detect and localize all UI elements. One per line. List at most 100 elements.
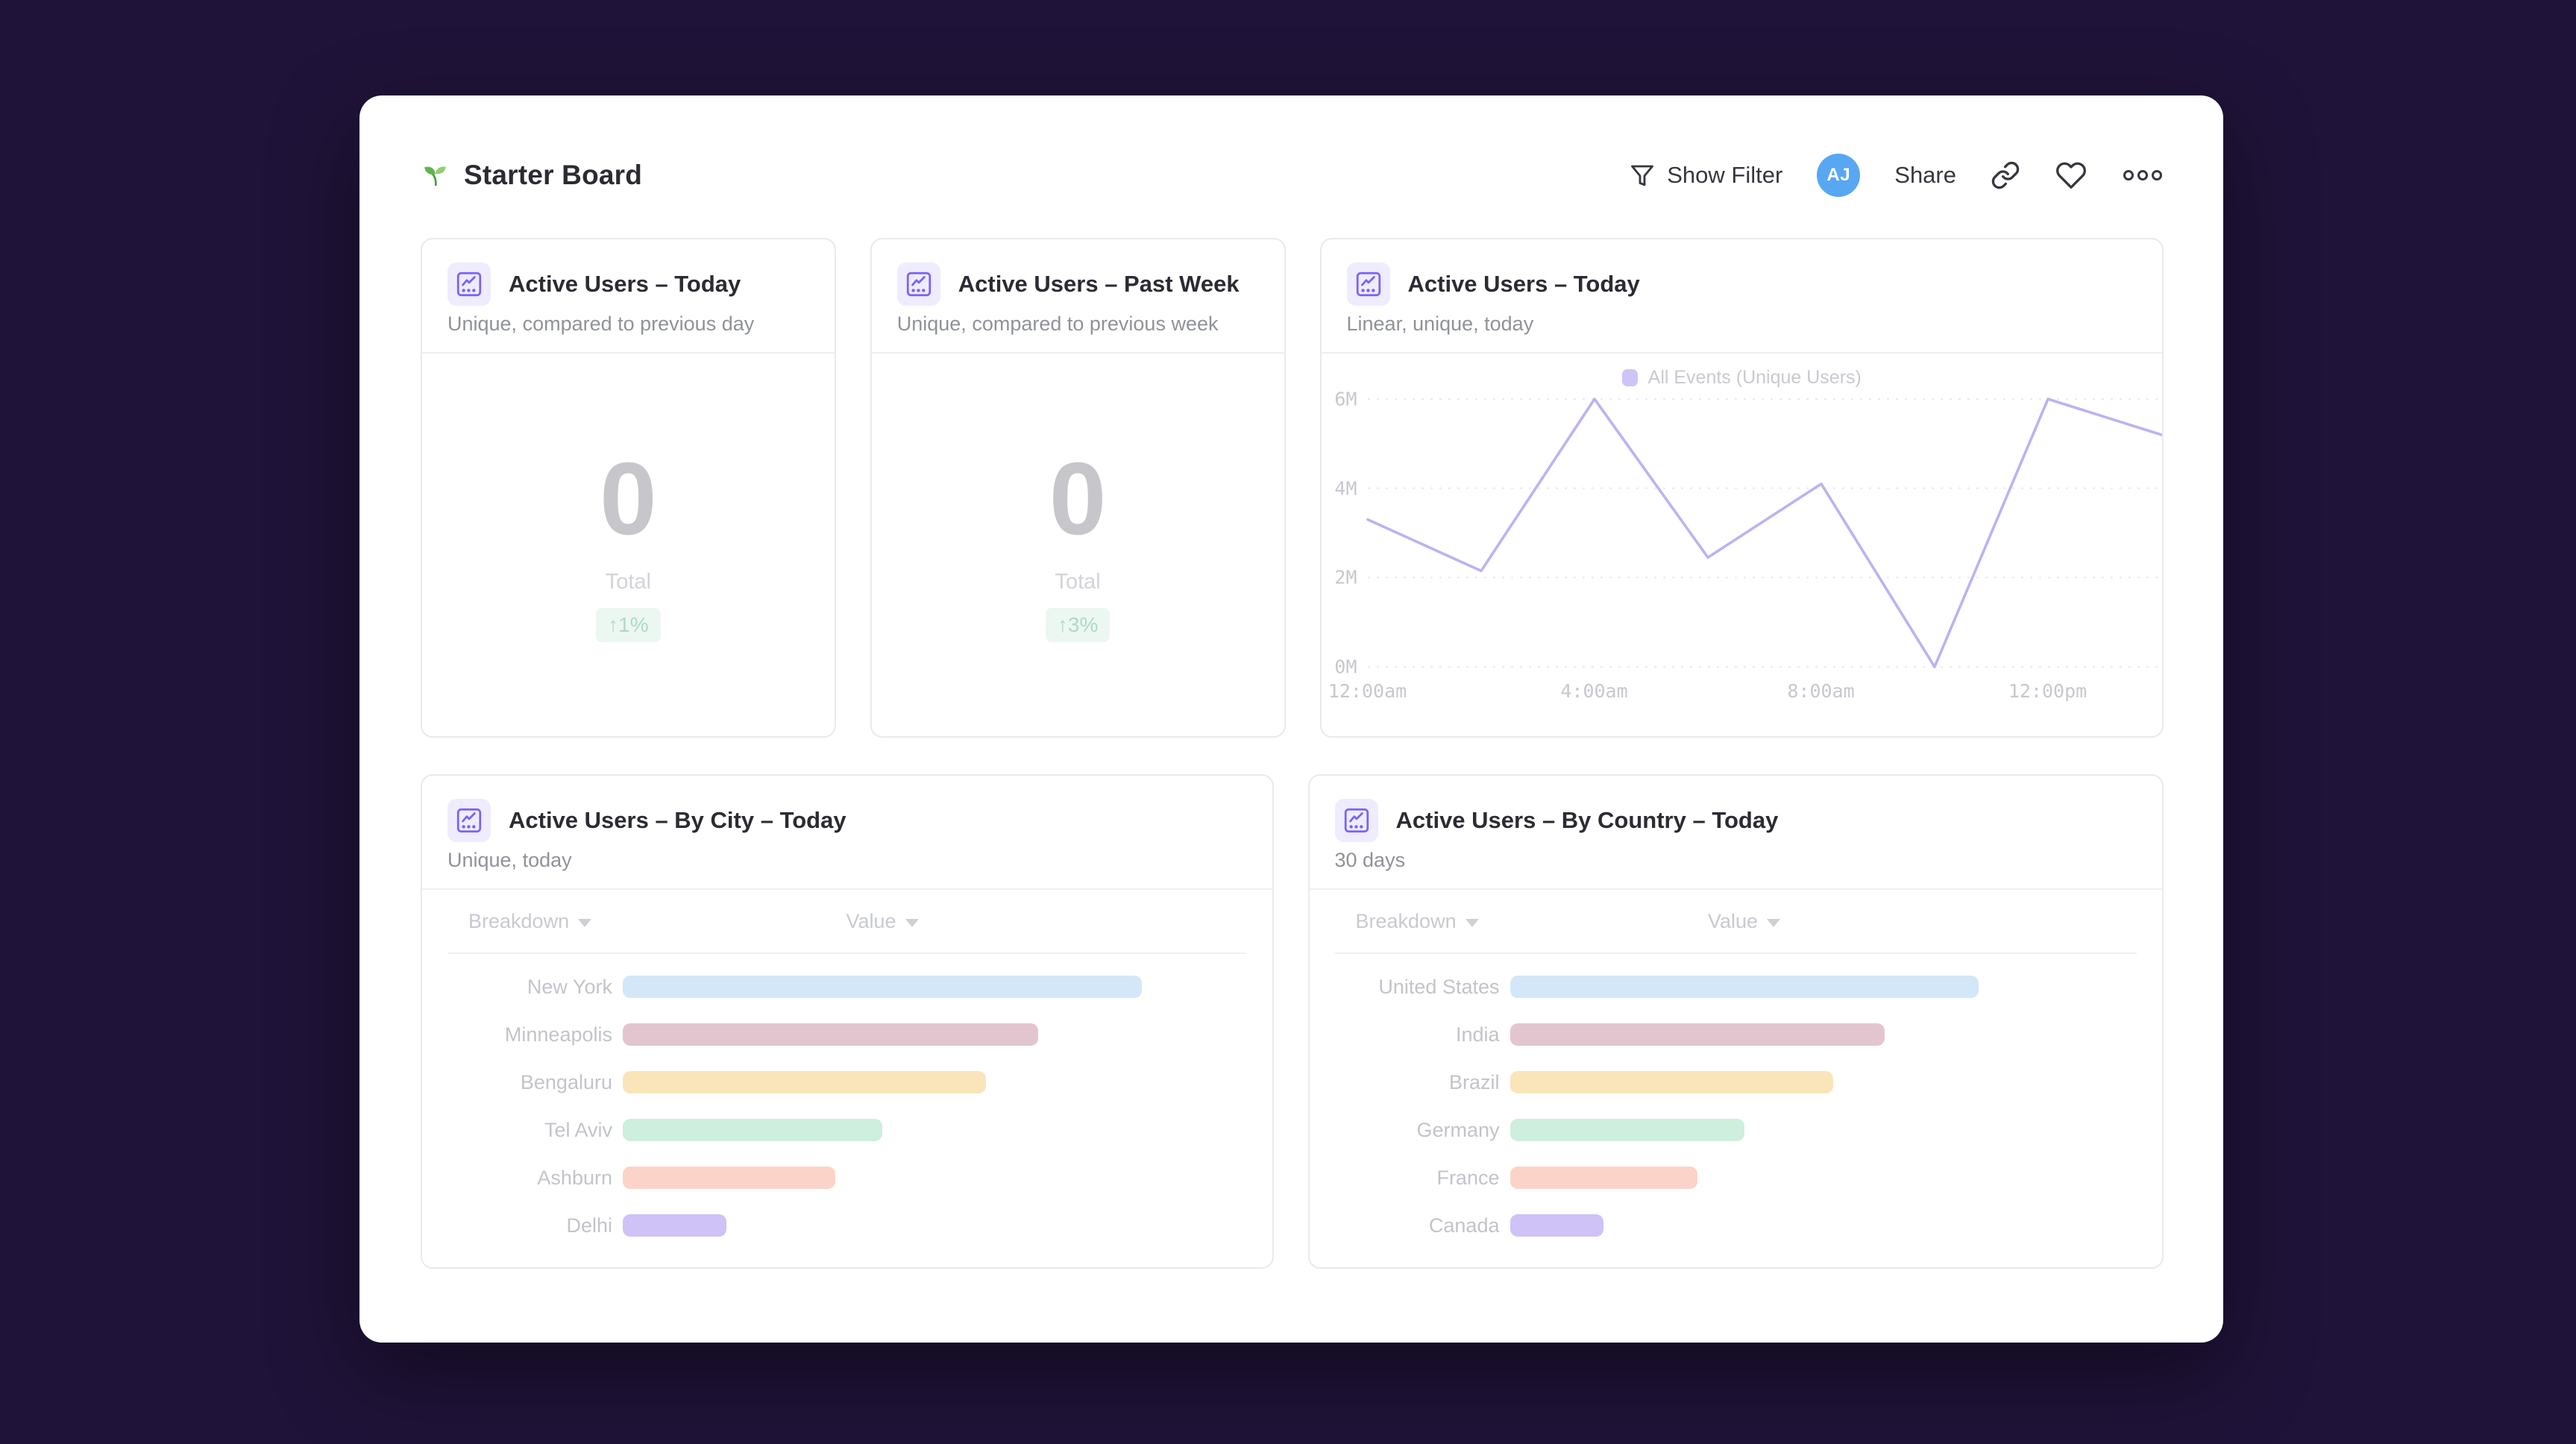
breakdown-bar[interactable] <box>1510 1167 1697 1189</box>
breakdown-body: Breakdown Value United States India Brazil… <box>1310 890 2163 1249</box>
breakdown-column-label: Breakdown <box>1355 909 1457 932</box>
breakdown-bar[interactable] <box>623 976 1142 998</box>
board-header: Starter Board Show Filter AJ Share <box>421 149 2164 201</box>
card-active-users-today: Active Users – Today Unique, compared to… <box>421 238 836 738</box>
y-axis-tick: 0M <box>1334 656 1357 678</box>
value-column-header[interactable]: Value <box>1708 910 1781 933</box>
y-axis-tick: 6M <box>1334 388 1357 410</box>
card-title[interactable]: Active Users – By Country – Today <box>1395 807 1779 833</box>
breakdown-row: United States <box>1335 963 2163 1011</box>
breakdown-row: Germany <box>1335 1106 2163 1154</box>
metric-label: Total <box>1055 570 1101 594</box>
favorite-button[interactable] <box>2055 160 2087 191</box>
breakdown-label: United States <box>1378 975 1500 998</box>
x-axis-tick: 12:00am <box>1328 680 1407 702</box>
breakdown-row: Tel Aviv <box>447 1106 1272 1154</box>
breakdown-label: Germany <box>1416 1118 1500 1141</box>
seedling-icon <box>421 158 450 193</box>
card-title[interactable]: Active Users – Past Week <box>958 271 1240 297</box>
breakdown-label: Tel Aviv <box>544 1118 612 1141</box>
line-chart-card-icon <box>1334 799 1378 842</box>
breakdown-column-header[interactable]: Breakdown <box>447 910 612 933</box>
breakdown-bar-track <box>1510 1071 1979 1093</box>
breakdown-bar[interactable] <box>1510 1119 1744 1141</box>
card-subtitle: Linear, unique, today <box>1346 313 1534 335</box>
breakdown-bar[interactable] <box>1510 1214 1604 1237</box>
line-chart-body: All Events (Unique Users) 12:00am 4:00am 8… <box>1322 354 2163 736</box>
y-axis-tick: 2M <box>1334 566 1357 588</box>
share-label: Share <box>1894 162 1956 188</box>
chevron-down-icon <box>578 918 592 927</box>
metric-value: 0 <box>1049 442 1107 556</box>
card-header: Active Users – Today Unique, compared to… <box>422 239 835 354</box>
breakdown-bar-track <box>623 1214 1142 1237</box>
line-chart-plot[interactable] <box>1366 398 2163 668</box>
breakdown-table-header: Breakdown Value <box>447 890 1247 954</box>
show-filter-button[interactable]: Show Filter <box>1629 162 1782 189</box>
breakdown-row: Delhi <box>447 1202 1272 1249</box>
breakdown-label: Brazil <box>1448 1070 1500 1093</box>
card-subtitle: Unique, compared to previous week <box>896 313 1219 335</box>
line-series <box>1366 398 2163 668</box>
page-title: Starter Board <box>464 160 643 190</box>
line-chart-card-icon <box>447 263 491 306</box>
line-chart-card-icon <box>447 799 491 842</box>
legend-swatch <box>1621 369 1638 386</box>
copy-link-button[interactable] <box>1991 160 2020 190</box>
breakdown-bar[interactable] <box>623 1023 1038 1046</box>
breakdown-body: Breakdown Value New York Minneapolis Benga… <box>422 890 1272 1249</box>
card-title[interactable]: Active Users – Today <box>1407 271 1640 297</box>
card-header: Active Users – By Country – Today 30 day… <box>1309 776 2162 890</box>
line-chart-card-icon <box>896 263 940 306</box>
card-active-users-line-chart: Active Users – Today Linear, unique, tod… <box>1319 238 2164 738</box>
x-axis-tick: 12:00pm <box>2008 680 2087 702</box>
breakdown-bar[interactable] <box>623 1214 727 1237</box>
dashboard-panel: Starter Board Show Filter AJ Share <box>359 95 2223 1343</box>
metric-body: 0 Total ↑1% <box>422 354 835 736</box>
breakdown-label: Canada <box>1428 1214 1500 1237</box>
card-title[interactable]: Active Users – Today <box>509 271 741 297</box>
breakdown-bar-track <box>623 1023 1142 1046</box>
value-column-header[interactable]: Value <box>846 909 919 933</box>
breakdown-bar[interactable] <box>623 1167 836 1189</box>
metric-value: 0 <box>600 442 657 556</box>
breakdown-label: Delhi <box>566 1214 612 1237</box>
heart-icon <box>2055 160 2087 191</box>
breakdown-bar-track <box>623 976 1142 998</box>
share-button[interactable]: Share <box>1894 162 1956 189</box>
breakdown-rows: New York Minneapolis Bengaluru Tel Aviv Ashb… <box>447 954 1272 1249</box>
card-header: Active Users – Today Linear, unique, tod… <box>1321 239 2162 354</box>
breakdown-bar-track <box>623 1071 1142 1093</box>
breakdown-table-header: Breakdown Value <box>1334 890 2137 954</box>
x-axis-tick: 4:00am <box>1560 680 1628 702</box>
breakdown-row: Canada <box>1335 1202 2163 1249</box>
breakdown-bar[interactable] <box>1510 976 1979 998</box>
breakdown-row: France <box>1335 1154 2163 1202</box>
breakdown-bar-track <box>623 1119 1142 1141</box>
card-subtitle: Unique, today <box>447 849 572 871</box>
breakdown-bar-track <box>1510 976 1979 998</box>
avatar[interactable]: AJ <box>1817 154 1861 197</box>
cards-row-2: Active Users – By City – Today Unique, t… <box>421 774 2164 1269</box>
chart-legend: All Events (Unique Users) <box>1322 367 2163 389</box>
card-title[interactable]: Active Users – By City – Today <box>509 807 846 833</box>
breakdown-bar[interactable] <box>623 1071 987 1093</box>
x-axis-tick: 8:00am <box>1787 680 1855 702</box>
breakdown-label: Minneapolis <box>504 1023 612 1046</box>
card-header: Active Users – Past Week Unique, compare… <box>871 239 1284 354</box>
breakdown-bar[interactable] <box>1510 1023 1885 1046</box>
chevron-down-icon <box>1767 918 1781 927</box>
breakdown-rows: United States India Brazil Germany France Can… <box>1335 954 2163 1249</box>
metric-label: Total <box>605 570 651 594</box>
board-controls: Show Filter AJ Share <box>1629 154 2164 197</box>
breakdown-bar[interactable] <box>623 1119 882 1141</box>
value-column-label: Value <box>846 909 896 932</box>
breakdown-label: Ashburn <box>537 1166 612 1189</box>
ellipsis-icon <box>2122 166 2164 185</box>
more-options-button[interactable] <box>2122 166 2164 185</box>
breakdown-bar[interactable] <box>1510 1071 1833 1093</box>
breakdown-bar-track <box>1510 1167 1979 1189</box>
breakdown-row: Ashburn <box>447 1154 1272 1202</box>
breakdown-bar-track <box>1510 1119 1979 1141</box>
breakdown-column-header[interactable]: Breakdown <box>1335 910 1500 933</box>
